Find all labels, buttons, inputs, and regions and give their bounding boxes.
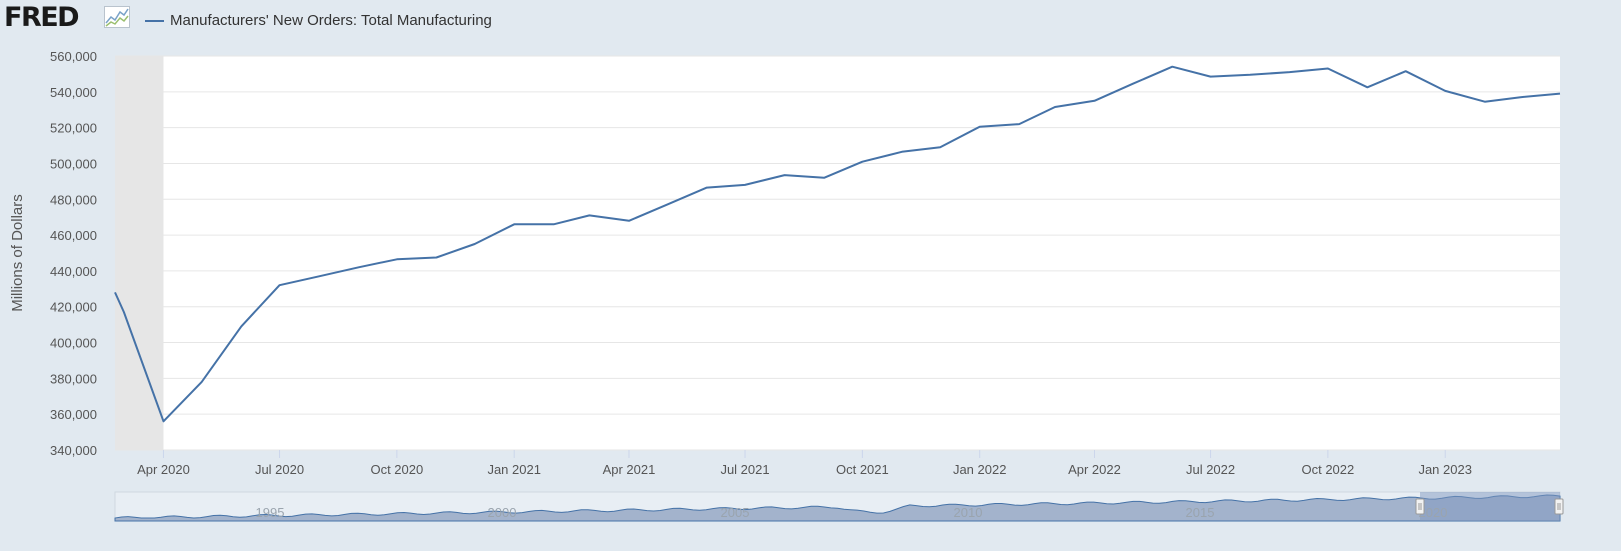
navigator-area [114, 494, 1561, 522]
x-tick-label: Jul 2021 [720, 462, 769, 477]
x-tick-label: Oct 2021 [836, 462, 889, 477]
legend-series-swatch [145, 20, 164, 22]
data-point[interactable] [1092, 98, 1098, 104]
data-point[interactable] [899, 149, 905, 155]
data-point[interactable] [1287, 69, 1293, 75]
y-axis-label: Millions of Dollars [9, 194, 26, 312]
data-point[interactable] [277, 282, 283, 288]
data-point[interactable] [626, 218, 632, 224]
x-tick-label: Oct 2020 [370, 462, 423, 477]
y-tick-label: 540,000 [50, 85, 97, 100]
data-point[interactable] [1557, 91, 1563, 97]
y-tick-label: 420,000 [50, 300, 97, 315]
data-point[interactable] [937, 144, 943, 150]
data-point[interactable] [394, 256, 400, 262]
data-point[interactable] [1403, 68, 1409, 74]
data-point[interactable] [821, 175, 827, 181]
x-tick-label: Apr 2021 [603, 462, 656, 477]
data-point[interactable] [1247, 72, 1253, 78]
navigator-year-label: 2020 [1419, 505, 1448, 520]
handle-grip[interactable] [1415, 498, 1425, 515]
data-point[interactable] [551, 221, 557, 227]
data-point[interactable] [1325, 66, 1331, 72]
x-axis: Apr 2020 Jul 2020 Oct 2020 Jan 2021 Apr 2021… [137, 450, 1472, 477]
data-point[interactable] [782, 172, 788, 178]
data-point[interactable] [511, 221, 517, 227]
data-point[interactable] [704, 185, 710, 191]
data-point[interactable] [316, 273, 322, 279]
data-point[interactable] [1208, 74, 1214, 80]
data-point[interactable] [1482, 99, 1488, 105]
data-point[interactable] [161, 418, 167, 424]
fred-logo[interactable]: FRED [4, 2, 80, 33]
y-tick-label: 360,000 [50, 407, 97, 422]
data-point[interactable] [1016, 121, 1022, 127]
y-tick-label: 440,000 [50, 264, 97, 279]
legend-series-label[interactable]: Manufacturers' New Orders: Total Manufac… [170, 12, 492, 29]
y-tick-label: 400,000 [50, 336, 97, 351]
y-tick-label: 560,000 [50, 49, 97, 64]
handle-grip[interactable] [1554, 498, 1564, 515]
fred-chart-icon [104, 6, 130, 28]
data-point[interactable] [356, 264, 362, 270]
x-tick-label: Jan 2022 [953, 462, 1007, 477]
navigator-year-label: 1995 [256, 505, 285, 520]
data-point[interactable] [472, 241, 478, 247]
y-tick-label: 500,000 [50, 156, 97, 171]
x-tick-label: Jul 2020 [255, 462, 304, 477]
data-point[interactable] [121, 309, 127, 315]
data-point[interactable] [1130, 81, 1136, 87]
navigator-selection[interactable] [1420, 492, 1560, 521]
data-point[interactable] [1364, 84, 1370, 90]
y-tick-label: 380,000 [50, 371, 97, 386]
navigator[interactable]: 1995 2000 2005 2010 2015 2020 [114, 491, 1564, 522]
data-point[interactable] [664, 202, 670, 208]
data-point[interactable] [1518, 94, 1524, 100]
y-tick-label: 340,000 [50, 443, 97, 458]
data-point[interactable] [433, 255, 439, 261]
navigator-year-label: 2005 [721, 505, 750, 520]
x-tick-label: Jan 2023 [1418, 462, 1472, 477]
data-point[interactable] [1169, 64, 1175, 70]
data-point[interactable] [859, 159, 865, 165]
chart-header: FRED Manufacturers' New Orders: Total Ma… [0, 0, 1621, 46]
recession-shading [115, 56, 164, 450]
navigator-year-label: 2015 [1186, 505, 1215, 520]
x-tick-label: Oct 2022 [1301, 462, 1354, 477]
data-point[interactable] [977, 124, 983, 130]
navigator-left-handle[interactable] [1415, 498, 1425, 515]
navigator-right-handle[interactable] [1554, 498, 1564, 515]
y-tick-label: 520,000 [50, 121, 97, 136]
data-point[interactable] [112, 289, 118, 295]
navigator-year-label: 2000 [488, 505, 517, 520]
x-tick-label: Jan 2021 [487, 462, 541, 477]
x-tick-label: Jul 2022 [1186, 462, 1235, 477]
y-tick-label: 460,000 [50, 228, 97, 243]
data-point[interactable] [1052, 104, 1058, 110]
data-point[interactable] [238, 323, 244, 329]
y-axis: 340,000 360,000 380,000 400,000 420,000 440,0… [50, 49, 97, 458]
navigator-year-label: 2010 [954, 505, 983, 520]
x-tick-label: Apr 2022 [1068, 462, 1121, 477]
data-point[interactable] [742, 182, 748, 188]
series-line[interactable] [114, 65, 1561, 423]
x-tick-label: Apr 2020 [137, 462, 190, 477]
plot-area [115, 56, 1560, 450]
data-point[interactable] [199, 379, 205, 385]
y-gridlines [115, 55, 1560, 451]
y-tick-label: 480,000 [50, 192, 97, 207]
data-point[interactable] [586, 212, 592, 218]
data-point[interactable] [1442, 88, 1448, 94]
